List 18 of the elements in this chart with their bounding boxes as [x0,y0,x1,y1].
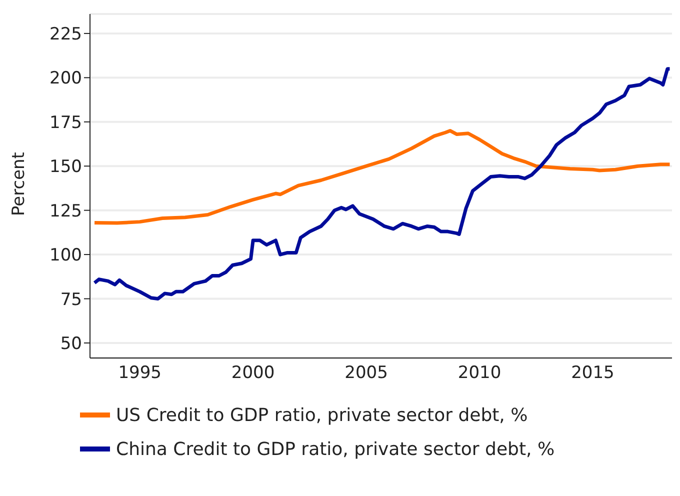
legend-label: China Credit to GDP ratio, private sector debt, % [116,438,555,460]
y-tick-label: 225 [50,24,82,44]
y-axis-title: Percent [9,152,30,216]
line-series [92,128,672,225]
x-tick-label: 2005 [344,363,388,384]
x-tick-label: 1995 [118,363,162,384]
x-tick-label: 2010 [458,363,502,384]
x-tick-label: 2015 [571,363,614,384]
y-tick-label: 175 [50,112,82,133]
y-tick-label: 150 [50,157,82,178]
y-tick-label: 125 [50,201,82,222]
line-series [92,67,672,300]
legend-label: US Credit to GDP ratio, private sector debt, % [116,404,528,426]
y-tick-label: 75 [60,290,82,310]
y-tick-label: 50 [60,334,82,354]
y-tick-label: 200 [50,68,82,89]
x-tick-label: 2000 [231,363,275,384]
y-tick-label: 100 [50,246,82,266]
